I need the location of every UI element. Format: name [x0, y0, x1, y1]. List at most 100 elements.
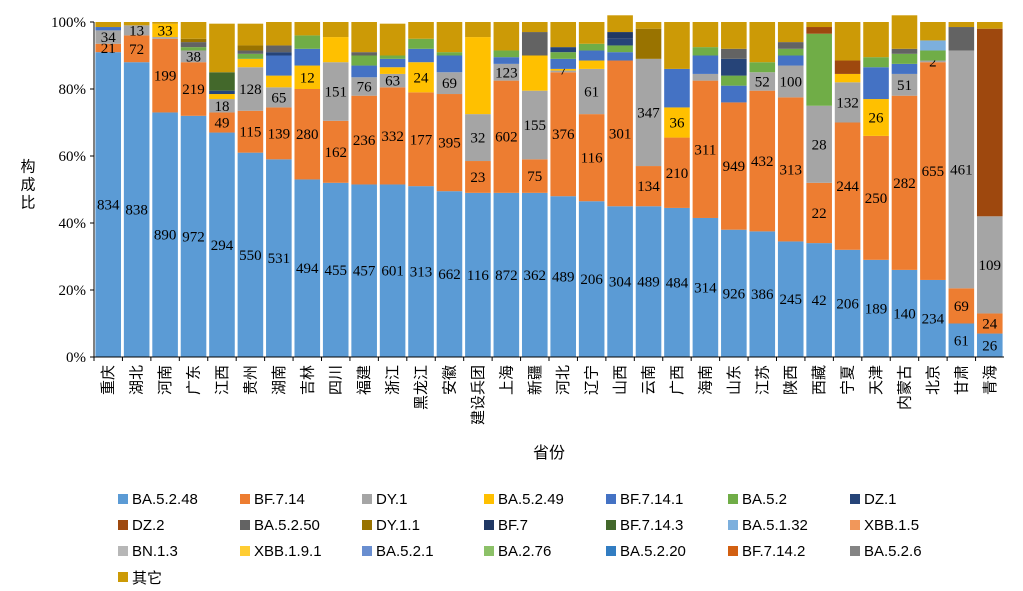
bar-segment	[493, 22, 520, 51]
data-label: 42	[812, 293, 827, 309]
bar-segment	[351, 77, 377, 96]
bar-segment	[806, 243, 832, 357]
chart-svg: 0%20%40%60%80%100%8342134重庆8387213湖北8901…	[20, 15, 1004, 462]
bar-segment	[521, 159, 548, 193]
x-tick-label: 吉林	[299, 365, 316, 395]
data-label: 244	[836, 179, 859, 195]
bar-segment	[379, 58, 406, 68]
legend-row: 其它	[118, 564, 1008, 590]
bar-segment	[721, 85, 747, 103]
bar-segment	[948, 22, 975, 28]
bar-segment	[493, 192, 520, 357]
data-label: 304	[609, 275, 632, 291]
bar-segment	[294, 48, 321, 66]
bar-segment	[976, 28, 1003, 217]
x-tick-label: 重庆	[100, 365, 117, 395]
data-label: 26	[982, 338, 998, 354]
legend-swatch	[606, 546, 616, 556]
bar-segment	[266, 52, 292, 56]
x-tick-label: 云南	[641, 365, 658, 395]
bar-segment	[351, 65, 377, 78]
bar-segment	[777, 42, 804, 49]
bar-segment	[465, 37, 491, 115]
bar-segment	[607, 32, 633, 39]
bar-segment	[721, 229, 747, 357]
bar-segment	[465, 114, 491, 162]
bar-segment	[891, 95, 918, 270]
bar-segment	[294, 35, 321, 49]
data-label: 601	[381, 264, 404, 280]
x-tick-label: 甘肃	[953, 365, 970, 395]
bar-segment	[664, 22, 690, 69]
bar-segment	[95, 30, 122, 44]
bar-segment	[607, 38, 633, 46]
legend-label: BA.5.2.49	[498, 490, 564, 508]
data-label: 347	[637, 105, 660, 121]
bar-segment	[436, 55, 463, 73]
data-label: 28	[812, 137, 827, 153]
legend-item: 其它	[118, 567, 240, 588]
legend-label: DY.1.1	[376, 516, 420, 534]
x-tick-label: 浙江	[385, 365, 402, 395]
bar-segment	[123, 22, 150, 26]
bar-segment	[209, 72, 235, 91]
data-label: 38	[186, 49, 201, 65]
data-label: 115	[239, 125, 261, 141]
data-label: 206	[580, 272, 603, 288]
data-label: 314	[694, 280, 717, 296]
data-label: 139	[268, 126, 291, 142]
data-label: 134	[637, 179, 660, 195]
data-label: 662	[438, 267, 461, 283]
legend-item: BA.5.2.20	[606, 543, 728, 560]
bar-segment	[152, 112, 178, 357]
bar-segment	[436, 52, 463, 56]
legend-label: BA.5.1.32	[742, 516, 808, 534]
bar-segment	[806, 182, 832, 244]
legend-label: BF.7.14.2	[742, 542, 806, 560]
legend-item: BA.5.2.48	[118, 491, 240, 508]
bar-segment	[692, 47, 719, 56]
data-label: 12	[300, 70, 315, 86]
bar-segment	[95, 27, 122, 31]
bar-segment	[209, 23, 235, 73]
data-label: 494	[296, 261, 319, 277]
bar-segment	[209, 94, 235, 100]
bar-segment	[521, 192, 548, 357]
bar-segment	[493, 80, 520, 193]
x-tick-label: 河北	[555, 365, 572, 395]
bar-segment	[948, 50, 975, 289]
legend-label: DY.1	[376, 490, 408, 508]
x-tick-label: 内蒙古	[896, 365, 913, 410]
legend-swatch	[118, 494, 128, 504]
bar-segment	[237, 45, 264, 51]
data-label: 489	[637, 275, 660, 291]
bar-segment	[834, 73, 861, 83]
bar-segment	[180, 50, 207, 63]
bar-segment	[607, 45, 633, 53]
x-tick-label: 西藏	[811, 365, 828, 395]
bar-segment	[209, 112, 235, 133]
bar-segment	[635, 206, 662, 357]
x-tick-label: 安徽	[441, 365, 458, 395]
legend-item: BF.7.14.2	[728, 543, 850, 560]
bar-segment	[436, 94, 463, 192]
data-label: 332	[381, 129, 404, 145]
data-label: 219	[182, 82, 205, 98]
bar-segment	[379, 87, 406, 185]
bar-segment	[692, 22, 719, 48]
data-label: 51	[897, 78, 912, 94]
data-label: 26	[869, 110, 885, 126]
data-label: 177	[410, 132, 433, 148]
legend-swatch	[118, 572, 128, 582]
data-label: 2	[929, 54, 937, 70]
bar-segment	[237, 152, 264, 357]
bar-segment	[834, 82, 861, 123]
legend-item: BF.7	[484, 517, 606, 534]
legend-label: BF.7.14.1	[620, 490, 684, 508]
bar-segment	[209, 99, 235, 113]
bar-segment	[920, 50, 946, 61]
legend-swatch	[362, 494, 372, 504]
legend-swatch	[850, 520, 860, 530]
bar-segment	[976, 333, 1003, 357]
data-label: 395	[438, 136, 461, 152]
